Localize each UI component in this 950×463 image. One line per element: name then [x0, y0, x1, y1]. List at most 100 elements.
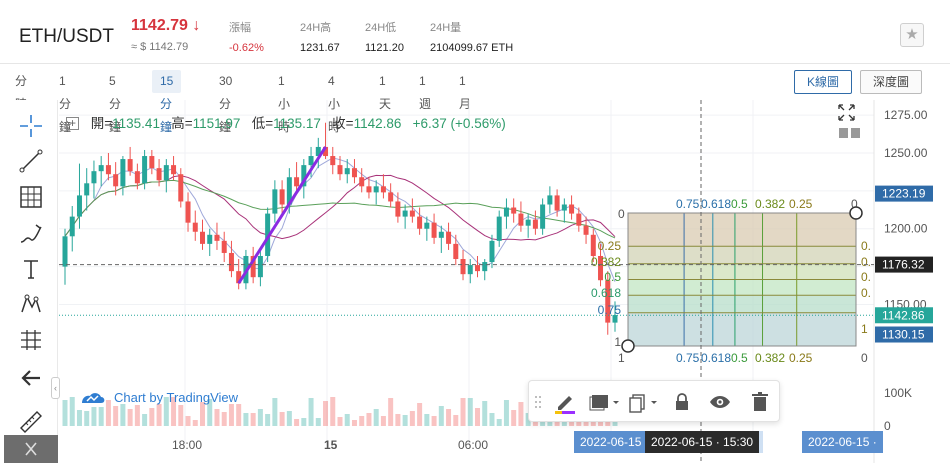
volume-bar [62, 400, 68, 426]
tab-interval[interactable]: 30分鐘 [219, 74, 233, 134]
volume-bar [69, 397, 75, 426]
fib-left-label: 1 [614, 335, 621, 349]
volume-bar [265, 414, 271, 426]
moving-average-line [64, 174, 616, 241]
tab-interval[interactable]: 4小時 [328, 74, 341, 134]
volume-bar [279, 412, 285, 426]
candle [583, 225, 589, 235]
toolbar-collapse-handle[interactable]: ‹ [51, 377, 60, 399]
fib-grid-tool[interactable] [17, 183, 45, 211]
fib-handle [621, 339, 635, 353]
toolbar-bottom-button[interactable] [4, 435, 58, 463]
candle [576, 213, 582, 226]
chart-area[interactable]: 1275.001250.001225.001200.001175.001150.… [59, 100, 950, 463]
fib-band [628, 246, 856, 264]
volume-bar [120, 404, 126, 426]
candle [250, 255, 256, 278]
volume-bar [200, 402, 205, 426]
candle [98, 165, 104, 172]
candle [547, 195, 553, 205]
color-button[interactable] [551, 389, 579, 415]
expand-legend-icon[interactable]: + [66, 117, 79, 130]
template-button[interactable] [587, 389, 623, 415]
last-price-value: 1142.79 [131, 17, 188, 34]
candle [163, 165, 169, 181]
volume-bar [315, 418, 321, 426]
volume-bar [243, 413, 249, 426]
volume-bar [475, 408, 480, 426]
candle [496, 216, 502, 241]
clone-button[interactable] [627, 389, 661, 415]
tab-interval[interactable]: 1月 [459, 74, 472, 111]
favorite-button[interactable]: ★ [900, 23, 924, 47]
legend-low-label: 低= [251, 116, 274, 131]
candle [185, 201, 191, 223]
volume-bar [511, 410, 517, 426]
brush-tool[interactable] [17, 220, 45, 248]
candle [294, 177, 300, 187]
visibility-button[interactable] [707, 389, 733, 415]
candle [605, 280, 611, 323]
volume-bar [323, 401, 329, 426]
volume-bar [236, 404, 242, 426]
crosshair-tool[interactable] [17, 112, 45, 140]
volume-bar [366, 413, 372, 426]
fib-right-label: 1 [861, 322, 868, 336]
volume-bar [185, 416, 191, 426]
fib-top-label: 0.75 [676, 197, 700, 211]
fib-top-label: 0.382 [755, 197, 785, 211]
fib-left-label: 0.382 [591, 255, 621, 269]
tab-interval[interactable]: 1分鐘 [59, 74, 72, 134]
fib-right-label: 0. [861, 239, 871, 253]
candle [286, 177, 292, 205]
kline-view-button[interactable]: K線圖 [794, 70, 853, 94]
tradingview-watermark[interactable]: Chart by TradingView [80, 389, 238, 405]
fib-band [628, 263, 856, 280]
watermark-text: Chart by TradingView [114, 389, 239, 405]
ruler-icon [20, 411, 42, 433]
volume-bar [460, 398, 466, 426]
pattern-icon [21, 294, 41, 313]
ruler-tool[interactable] [17, 408, 45, 436]
lock-button[interactable] [669, 389, 695, 415]
drawing-floating-toolbar [528, 380, 780, 422]
candle [554, 195, 560, 211]
volume-bar [149, 408, 155, 426]
trend-line-icon [19, 149, 43, 173]
pattern-tool[interactable] [17, 290, 45, 318]
depth-view-button[interactable]: 深度圖 [860, 70, 923, 94]
tab-interval[interactable]: 分時 [15, 74, 28, 111]
back-tool[interactable] [17, 364, 45, 392]
delete-button[interactable] [747, 389, 773, 415]
volume-bar [330, 397, 336, 426]
trend-line-tool[interactable] [17, 147, 45, 175]
candle [301, 165, 307, 187]
price-chart[interactable]: 1275.001250.001225.001200.001175.001150.… [59, 100, 950, 463]
tab-interval[interactable]: 1小時 [278, 74, 291, 134]
candle [105, 165, 111, 175]
fib-top-end-label: 0 [851, 197, 858, 211]
stat-change: 漲幅 -0.62% [229, 19, 264, 54]
tab-interval[interactable]: 1週 [419, 74, 432, 111]
fib-border [627, 212, 857, 347]
tab-interval-active[interactable]: 15分鐘 [152, 70, 182, 134]
volume-bar [344, 414, 350, 426]
tab-interval[interactable]: 1天 [379, 74, 392, 111]
volume-bar [142, 414, 148, 426]
candle [482, 262, 488, 272]
measure-tool[interactable] [17, 326, 45, 354]
price-tick: 1275.00 [884, 108, 928, 122]
drawing-toolbar [0, 100, 58, 463]
fib-bottom-end-label: 0 [861, 351, 868, 365]
volume-bar [402, 415, 408, 426]
tab-interval[interactable]: 5分鐘 [109, 74, 122, 134]
candle [337, 165, 343, 175]
drag-handle[interactable] [533, 389, 543, 415]
candle [156, 168, 162, 181]
volume-bar [98, 407, 104, 426]
text-tool[interactable] [17, 255, 45, 283]
close-icon [25, 442, 37, 456]
volume-bar [84, 411, 90, 426]
stat-value: -0.62% [229, 42, 264, 54]
candle [192, 222, 198, 232]
